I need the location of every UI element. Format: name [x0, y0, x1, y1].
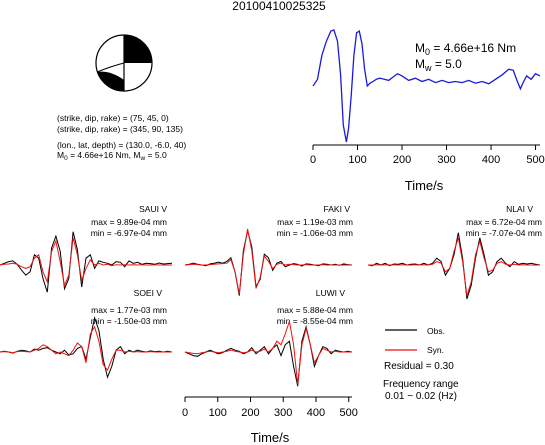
station-min-soei: min = -1.50e-03 mm: [91, 316, 167, 326]
observed-trace-nlai: [367, 232, 541, 300]
stf-tick-label: 100: [348, 154, 366, 166]
station-labels: SAUI V max = 9.89e-04 mm min = -6.97e-04…: [91, 204, 542, 326]
station-max-luwi: max = 5.88e-04 mm: [277, 305, 353, 315]
waveform-tick-label: 100: [209, 407, 227, 419]
frequency-range-title: Frequency range: [383, 379, 459, 390]
legend-obs-label: Obs.: [427, 326, 445, 336]
station-max-soei: max = 1.77e-03 mm: [91, 305, 167, 315]
waveform-tick-label: 300: [274, 407, 292, 419]
residual-value: Residual = 0.30: [384, 361, 454, 372]
station-name-faki: FAKI V: [324, 204, 351, 214]
stf-tick-label: 400: [482, 154, 500, 166]
synthetic-trace-soei: [0, 325, 172, 371]
stf-tick-label: 200: [393, 154, 411, 166]
frequency-range-value: 0.01 − 0.02 (Hz): [385, 391, 457, 402]
station-name-soei: SOEI V: [134, 288, 163, 298]
station-name-saui: SAUI V: [139, 204, 167, 214]
observed-trace-soei: [0, 315, 173, 379]
station-min-faki: min = -1.06e-03 mm: [277, 228, 353, 238]
waveform-panel-luwi: [184, 321, 353, 387]
stf-tick-label: 300: [437, 154, 455, 166]
legend: Obs. Syn. Residual = 0.30 Frequency rang…: [383, 326, 459, 402]
synthetic-trace-saui: [0, 237, 172, 288]
synthetic-trace-faki: [184, 228, 352, 294]
stf-m0-label: M0 = 4.66e+16 Nm: [415, 41, 516, 57]
station-min-saui: min = -6.97e-04 mm: [91, 228, 167, 238]
waveform-tick-label: 500: [340, 407, 358, 419]
waveform-x-axis: 0 100 200 300 400 500 Time/s: [182, 396, 358, 445]
station-min-luwi: min = -8.55e-04 mm: [277, 316, 353, 326]
stf-x-axis-label: Time/s: [405, 178, 444, 193]
stf-mw-label: Mw = 5.0: [415, 57, 462, 73]
observed-trace-luwi: [184, 324, 353, 387]
waveform-panel-nlai: [367, 232, 541, 300]
waveform-tick-label: 200: [241, 407, 259, 419]
synthetic-trace-luwi: [184, 321, 352, 385]
moment-magnitude-line: M0 = 4.66e+16 Nm, Mw = 5.0: [57, 150, 167, 162]
observed-trace-saui: [0, 231, 173, 293]
waveform-panel-soei: [0, 315, 173, 379]
waveform-panel-faki: [184, 228, 353, 296]
waveform-tick-label: 0: [182, 407, 188, 419]
stf-x-ticks: 0 100 200 300 400 500: [310, 145, 545, 166]
waveform-panels: [0, 228, 541, 387]
station-max-saui: max = 9.89e-04 mm: [91, 217, 167, 227]
nodal-plane-2: (strike, dip, rake) = (345, 90, 135): [57, 124, 183, 134]
synthetic-trace-nlai: [368, 237, 540, 296]
stf-series-line: [312, 29, 541, 143]
focal-mechanism-beachball: [95, 34, 153, 92]
hypocenter-location: (lon., lat, depth) = (130.0, -6.0, 40): [57, 140, 186, 150]
event-title: 20100410025325: [232, 0, 326, 13]
nodal-plane-1: (strike, dip, rake) = (75, 45, 0): [57, 113, 169, 123]
station-name-nlai: NLAI V: [506, 204, 533, 214]
observed-trace-faki: [184, 230, 353, 296]
waveform-x-ticks: 0 100 200 300 400 500: [182, 397, 358, 419]
stf-tick-label: 0: [310, 154, 316, 166]
station-max-nlai: max = 6.72e-04 mm: [466, 217, 542, 227]
station-min-nlai: min = -7.07e-04 mm: [466, 228, 542, 238]
waveform-tick-label: 400: [307, 407, 325, 419]
station-name-luwi: LUWI V: [316, 288, 346, 298]
legend-syn-label: Syn.: [427, 345, 444, 355]
station-max-faki: max = 1.19e-03 mm: [277, 217, 353, 227]
waveform-x-axis-label: Time/s: [251, 430, 290, 445]
source-time-function-plot: 0 100 200 300 400 500 M0 = 4.66e+16 Nm Mw = 5…: [310, 29, 545, 193]
stf-tick-label: 500: [526, 154, 544, 166]
waveform-panel-saui: [0, 231, 173, 293]
